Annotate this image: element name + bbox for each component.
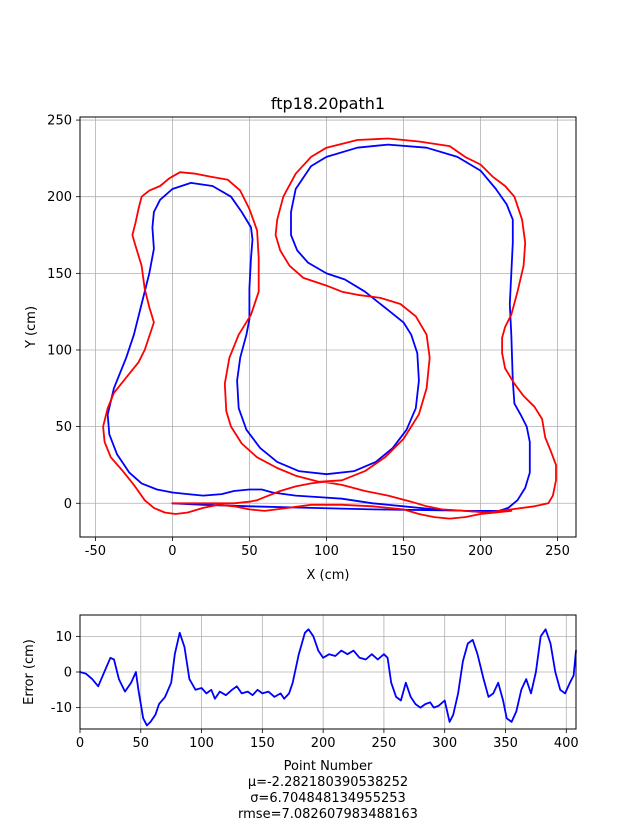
bottom-plot: 0 50 100 150 200 250 300 350 400 -10 0 10 Point Num… — [22, 614, 579, 819]
bottom-x-tick-label: 400 — [554, 736, 579, 751]
top-x-tick-label: 150 — [391, 544, 416, 559]
top-plot: -50 0 50 100 150 200 250 0 50 100 150 200 250 ftp18.… — [24, 94, 577, 583]
bottom-ticks: 0 50 100 150 200 250 300 350 400 -10 0 10 — [51, 630, 579, 751]
bottom-y-tick-label: -10 — [51, 701, 72, 716]
top-ticks: -50 0 50 100 150 200 250 0 50 100 150 200 250 — [47, 114, 570, 559]
stat-rmse: rmse=7.082607983488163 — [238, 807, 418, 819]
stat-mean: μ=-2.282180390538252 — [248, 775, 408, 790]
top-x-tick-label: 50 — [241, 544, 258, 559]
bottom-x-tick-label: 200 — [311, 736, 336, 751]
bottom-series-line-0 — [79, 628, 577, 727]
top-series-line-1 — [102, 137, 557, 520]
top-chart-title: ftp18.20path1 — [271, 94, 385, 113]
bottom-series — [79, 628, 577, 727]
bottom-x-tick-label: 150 — [250, 736, 275, 751]
bottom-x-axis-label: Point Number — [284, 759, 373, 774]
top-x-tick-label: 0 — [168, 544, 176, 559]
bottom-x-tick-label: 50 — [133, 736, 150, 751]
top-y-tick-label: 150 — [47, 267, 72, 282]
bottom-y-tick-label: 0 — [64, 666, 72, 681]
bottom-x-tick-label: 300 — [432, 736, 457, 751]
stat-std: σ=6.704848134955253 — [250, 791, 406, 806]
top-axes-frame — [79, 116, 577, 538]
top-x-axis-label: X (cm) — [307, 568, 350, 583]
bottom-x-tick-label: 350 — [493, 736, 518, 751]
bottom-x-tick-label: 250 — [372, 736, 397, 751]
top-y-tick-label: 0 — [64, 497, 72, 512]
top-y-axis-label: Y (cm) — [24, 306, 39, 349]
top-x-tick-label: -50 — [85, 544, 106, 559]
top-y-tick-label: 200 — [47, 190, 72, 205]
top-y-tick-label: 100 — [47, 343, 72, 358]
top-x-tick-label: 200 — [468, 544, 493, 559]
bottom-x-tick-label: 100 — [189, 736, 214, 751]
top-x-tick-label: 250 — [545, 544, 570, 559]
bottom-y-axis-label: Error (cm) — [22, 639, 37, 705]
top-y-tick-label: 250 — [47, 114, 72, 129]
bottom-y-tick-label: 10 — [55, 630, 72, 645]
top-series — [102, 137, 557, 520]
top-x-tick-label: 100 — [314, 544, 339, 559]
top-y-tick-label: 50 — [55, 420, 72, 435]
bottom-x-tick-label: 0 — [76, 736, 84, 751]
top-series-line-0 — [106, 143, 531, 514]
bottom-grid — [79, 615, 576, 729]
